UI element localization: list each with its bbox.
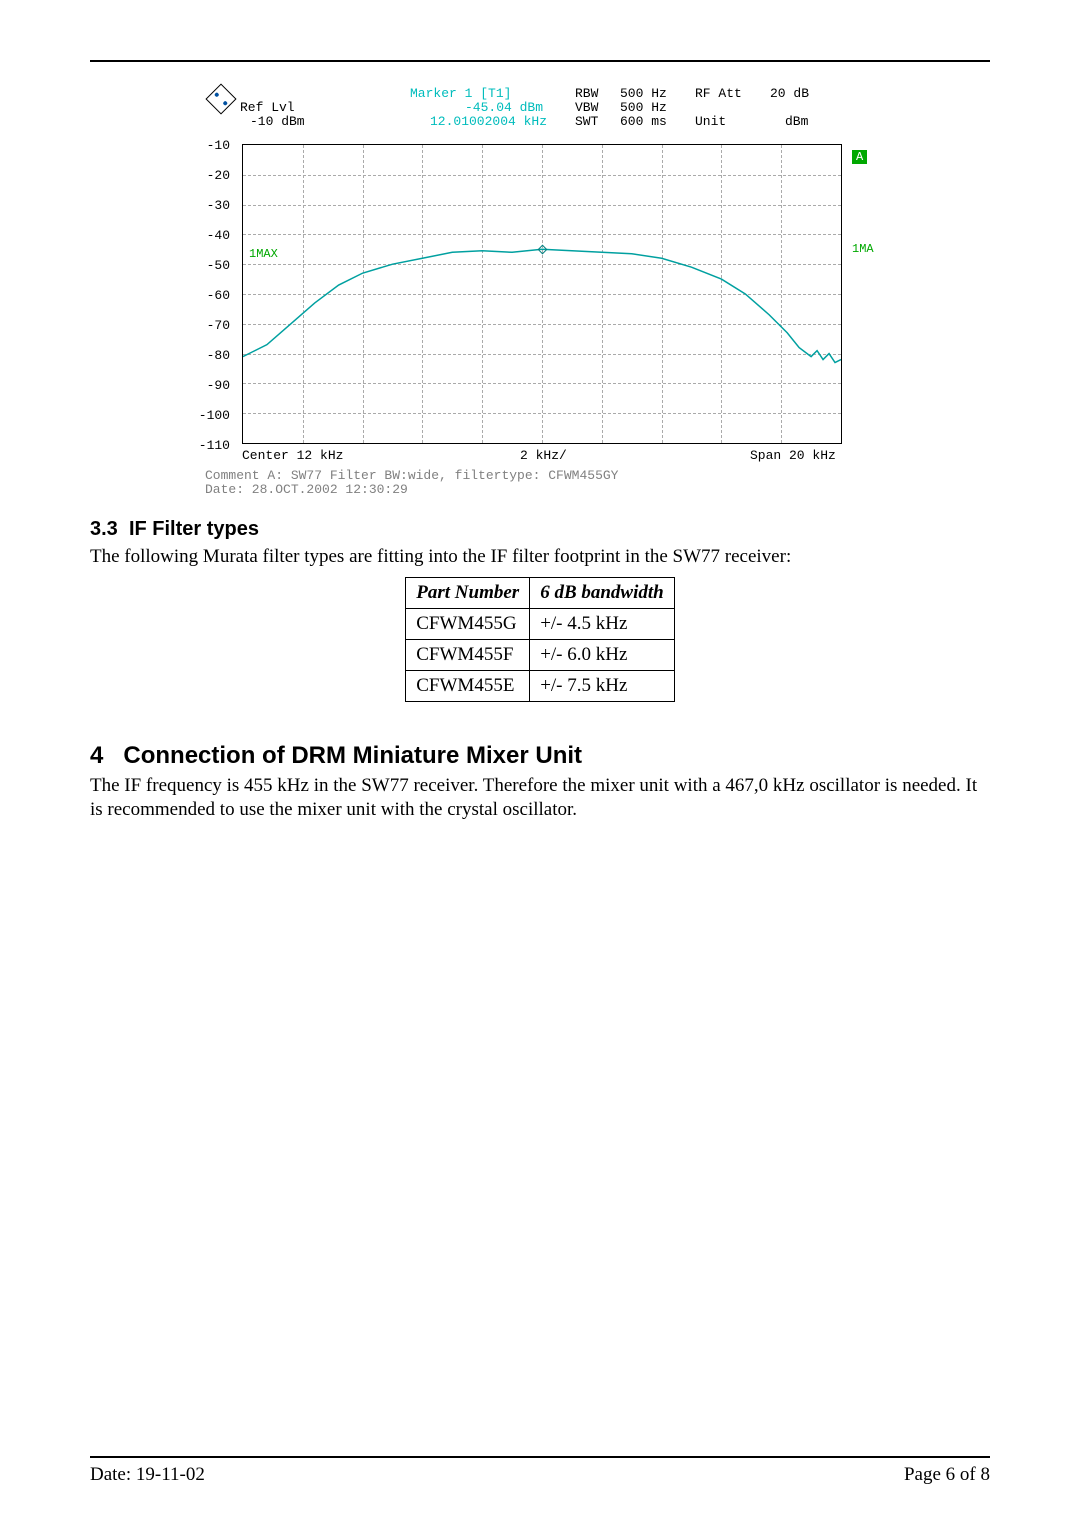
section-3-3-body: The following Murata filter types are fi… (90, 545, 990, 569)
chart-swt-value: 600 ms (620, 114, 667, 129)
footer-date: Date: 19-11-02 (90, 1464, 205, 1486)
chart-comment: Comment A: SW77 Filter BW:wide, filterty… (205, 468, 618, 483)
y-tick-label: -40 (180, 228, 230, 243)
chart-marker-value: -45.04 dBm (465, 100, 543, 115)
table-row: CFWM455E+/- 7.5 kHz (406, 670, 674, 701)
section-3-3-heading: 3.3 IF Filter types (90, 518, 990, 541)
table-cell: +/- 4.5 kHz (530, 608, 675, 639)
table-cell: +/- 7.5 kHz (530, 670, 675, 701)
footer-page: Page 6 of 8 (904, 1464, 990, 1486)
y-tick-label: -80 (180, 348, 230, 363)
footer-rule (90, 1456, 990, 1458)
chart-unit-value: dBm (785, 114, 808, 129)
section-4-heading: 4 Connection of DRM Miniature Mixer Unit (90, 742, 990, 770)
filter-table: Part Number 6 dB bandwidth CFWM455G+/- 4… (405, 577, 674, 702)
chart-vbw-label: VBW (575, 100, 598, 115)
chart-rbw-value: 500 Hz (620, 86, 667, 101)
plot-area: 1MAX (242, 144, 842, 444)
table-cell: CFWM455G (406, 608, 530, 639)
marker-1ma-label: 1MA (852, 242, 874, 256)
chart-container: Marker 1 [T1] RBW 500 Hz RF Att 20 dB Re… (90, 82, 990, 502)
table-cell: +/- 6.0 kHz (530, 639, 675, 670)
chart-vbw-value: 500 Hz (620, 100, 667, 115)
marker-1max-label: 1MAX (249, 247, 278, 261)
y-tick-label: -60 (180, 288, 230, 303)
y-tick-label: -50 (180, 258, 230, 273)
trace-line (243, 145, 841, 443)
table-header: 6 dB bandwidth (530, 577, 675, 608)
y-tick-label: -100 (180, 408, 230, 423)
chart-unit-label: Unit (695, 114, 726, 129)
xaxis-span: Span 20 kHz (750, 448, 836, 463)
table-header: Part Number (406, 577, 530, 608)
y-tick-label: -110 (180, 438, 230, 453)
y-tick-label: -70 (180, 318, 230, 333)
chart-marker-freq: 12.01002004 kHz (430, 114, 547, 129)
trace-a-badge: A (852, 150, 867, 164)
y-tick-label: -10 (180, 138, 230, 153)
heading-text: IF Filter types (129, 518, 259, 540)
xaxis-center: Center 12 kHz (242, 448, 343, 463)
chart-swt-label: SWT (575, 114, 598, 129)
table-row: CFWM455F+/- 6.0 kHz (406, 639, 674, 670)
rs-logo-icon (205, 83, 236, 114)
section-4-body: The IF frequency is 455 kHz in the SW77 … (90, 774, 990, 822)
table-cell: CFWM455F (406, 639, 530, 670)
page: Marker 1 [T1] RBW 500 Hz RF Att 20 dB Re… (0, 0, 1080, 1526)
chart-rfatt-value: 20 dB (770, 86, 809, 101)
chart-reflvl-value: -10 dBm (250, 114, 305, 129)
top-rule (90, 60, 990, 62)
chart-rbw-label: RBW (575, 86, 598, 101)
table-cell: CFWM455E (406, 670, 530, 701)
spectrum-chart: Marker 1 [T1] RBW 500 Hz RF Att 20 dB Re… (180, 82, 900, 502)
table-row: CFWM455G+/- 4.5 kHz (406, 608, 674, 639)
heading-num: 3.3 (90, 518, 118, 540)
chart-reflvl-label: Ref Lvl (240, 100, 295, 115)
chart-marker-label: Marker 1 [T1] (410, 86, 511, 101)
page-footer: Date: 19-11-02 Page 6 of 8 (90, 1456, 990, 1486)
heading-text: Connection of DRM Miniature Mixer Unit (123, 742, 582, 769)
y-tick-label: -90 (180, 378, 230, 393)
chart-date: Date: 28.OCT.2002 12:30:29 (205, 482, 408, 497)
heading-num: 4 (90, 742, 103, 769)
y-tick-label: -20 (180, 168, 230, 183)
y-tick-label: -30 (180, 198, 230, 213)
chart-rfatt-label: RF Att (695, 86, 742, 101)
xaxis-div: 2 kHz/ (520, 448, 567, 463)
